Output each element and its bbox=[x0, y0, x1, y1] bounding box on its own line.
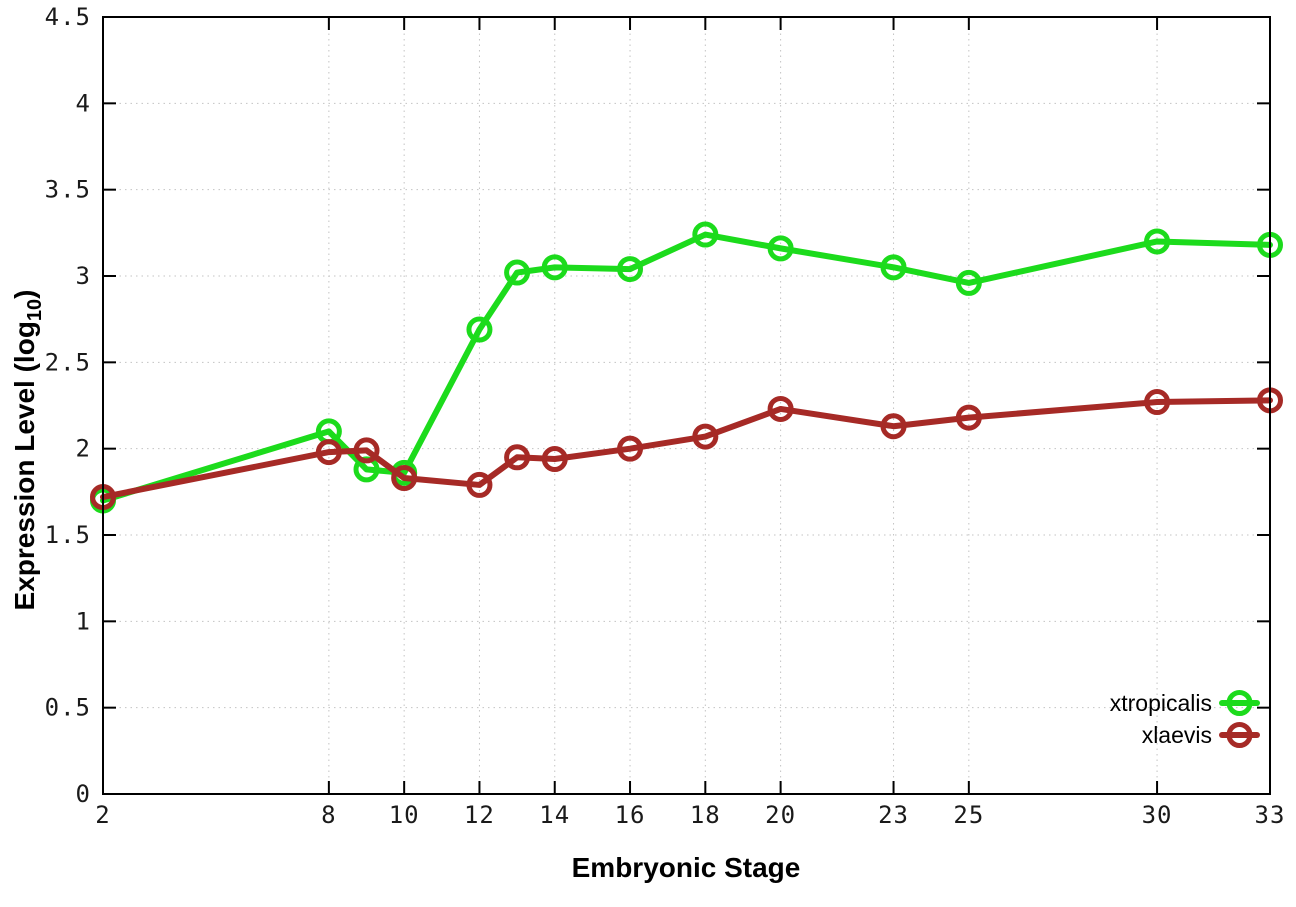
y-tick-label-1: 1 bbox=[76, 607, 91, 635]
legend-label-xlaevis: xlaevis bbox=[1142, 722, 1212, 748]
data-point-xlaevis-stage-14 bbox=[541, 446, 568, 473]
data-point-xtropicalis-stage-12 bbox=[466, 316, 493, 343]
series-layer bbox=[90, 221, 1283, 514]
y-axis-title-subscript: 10 bbox=[24, 299, 46, 321]
data-point-xtropicalis-stage-23 bbox=[880, 254, 907, 281]
data-point-xlaevis-stage-16 bbox=[617, 435, 644, 462]
tick-labels: 2 8 10 12 14 16 18 20 23 25 30 33 0 0.5 1 1.5 2 2.5 3 3.5 4 4… bbox=[45, 3, 1286, 829]
y-tick-label-3: 3 bbox=[76, 262, 91, 290]
data-point-xlaevis-stage-30 bbox=[1144, 389, 1171, 416]
legend: xtropicalis xlaevis bbox=[1110, 690, 1260, 748]
data-point-xlaevis-stage-9 bbox=[353, 437, 380, 464]
data-point-xlaevis-stage-13 bbox=[504, 444, 531, 471]
x-tick-label-23: 23 bbox=[878, 801, 909, 829]
y-tick-label-4: 4 bbox=[76, 89, 91, 117]
y-axis-title-main: Expression Level (log bbox=[9, 321, 40, 610]
x-tick-label-14: 14 bbox=[539, 801, 570, 829]
data-point-xtropicalis-stage-25 bbox=[955, 269, 982, 296]
x-tick-label-20: 20 bbox=[765, 801, 796, 829]
x-tick-label-16: 16 bbox=[615, 801, 646, 829]
x-tick-label-18: 18 bbox=[690, 801, 721, 829]
data-point-xlaevis-stage-8 bbox=[315, 439, 342, 466]
axes bbox=[102, 16, 1271, 795]
legend-sample-marker-xtropicalis bbox=[1226, 690, 1253, 716]
y-tick-label-2: 2 bbox=[76, 435, 91, 463]
x-tick-label-8: 8 bbox=[321, 801, 336, 829]
data-point-xtropicalis-stage-13 bbox=[504, 259, 531, 286]
y-tick-label-2.5: 2.5 bbox=[45, 348, 91, 376]
y-tick-label-4.5: 4.5 bbox=[45, 3, 91, 31]
data-point-xlaevis-stage-10 bbox=[391, 465, 418, 492]
x-tick-label-12: 12 bbox=[464, 801, 495, 829]
data-point-xtropicalis-stage-16 bbox=[617, 256, 644, 283]
plot-border bbox=[102, 16, 1271, 795]
data-point-xlaevis-stage-20 bbox=[767, 395, 794, 422]
x-axis-title: Embryonic Stage bbox=[572, 852, 801, 883]
data-point-xlaevis-stage-18 bbox=[692, 423, 719, 450]
legend-sample-marker-xlaevis bbox=[1226, 722, 1253, 748]
x-tick-label-2: 2 bbox=[95, 801, 110, 829]
x-tick-label-33: 33 bbox=[1255, 801, 1286, 829]
x-tick-label-25: 25 bbox=[953, 801, 984, 829]
y-tick-label-1.5: 1.5 bbox=[45, 521, 91, 549]
y-tick-label-0: 0 bbox=[76, 780, 91, 808]
legend-label-xtropicalis: xtropicalis bbox=[1110, 690, 1212, 716]
x-tick-label-10: 10 bbox=[389, 801, 420, 829]
data-point-xlaevis-stage-25 bbox=[955, 404, 982, 431]
data-point-xlaevis-stage-23 bbox=[880, 413, 907, 440]
data-point-xtropicalis-stage-18 bbox=[692, 221, 719, 248]
y-tick-label-3.5: 3.5 bbox=[45, 176, 91, 204]
y-axis-title-end: ) bbox=[9, 290, 40, 299]
data-point-xlaevis-stage-12 bbox=[466, 471, 493, 498]
data-point-xtropicalis-stage-14 bbox=[541, 254, 568, 281]
x-tick-label-30: 30 bbox=[1142, 801, 1173, 829]
data-point-xtropicalis-stage-30 bbox=[1144, 228, 1171, 255]
data-point-xtropicalis-stage-20 bbox=[767, 235, 794, 262]
y-axis-title: Expression Level (log10) bbox=[9, 290, 46, 611]
y-tick-label-0.5: 0.5 bbox=[45, 694, 91, 722]
